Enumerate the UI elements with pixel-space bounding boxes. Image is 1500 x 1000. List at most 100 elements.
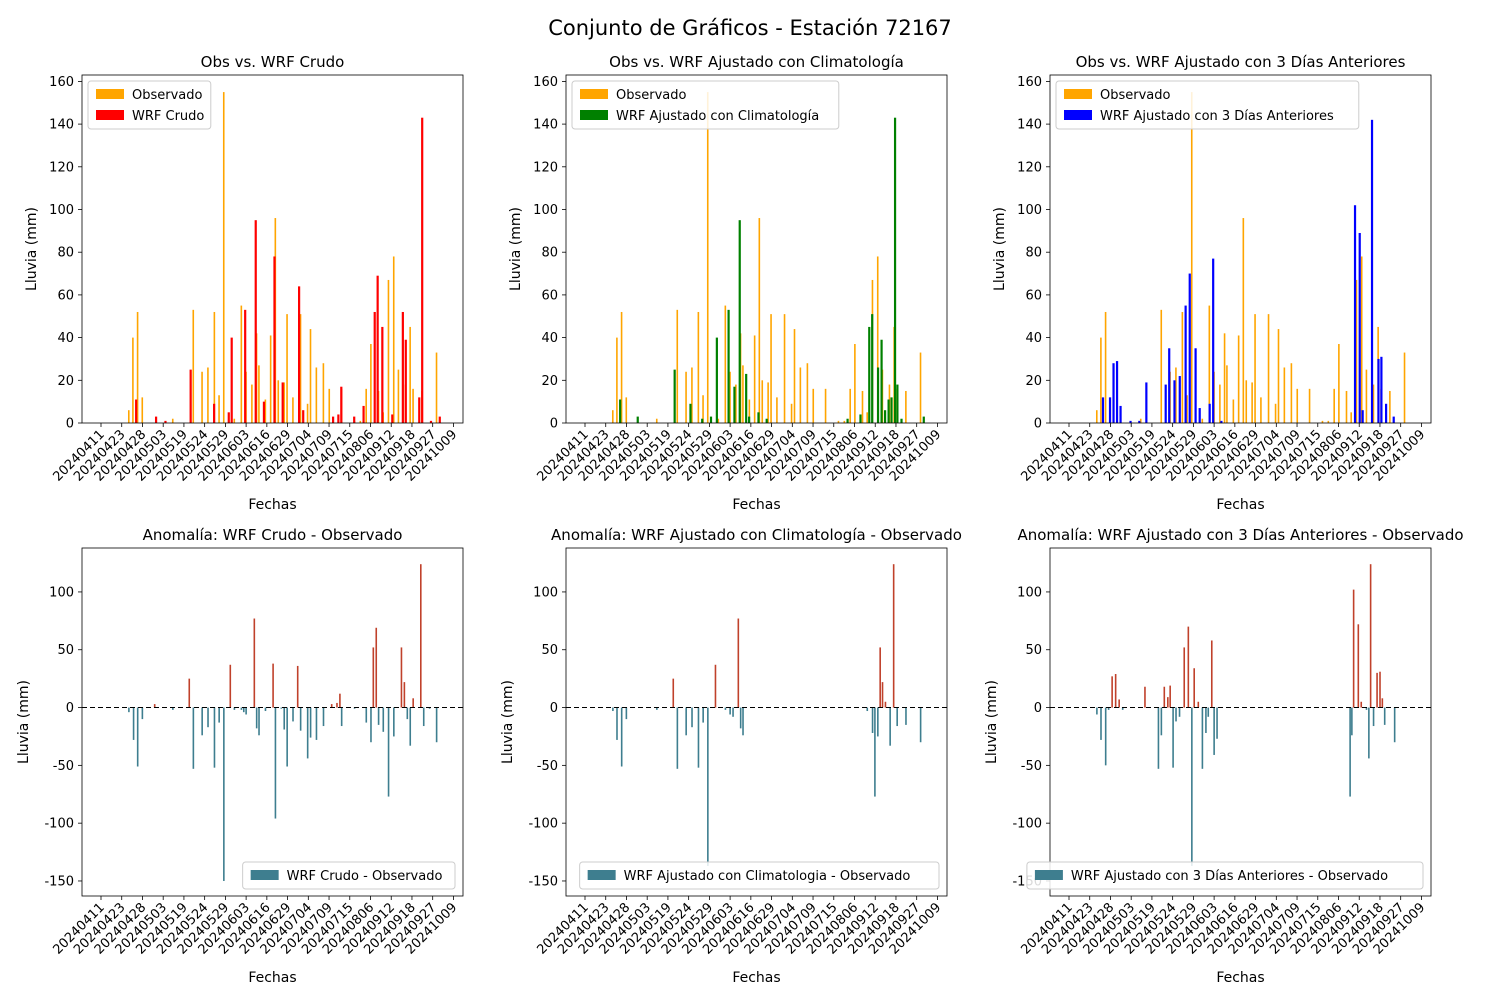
bar-observado: [676, 309, 679, 423]
y-tick-label: 50: [1025, 643, 1042, 658]
y-tick-label: -50: [537, 759, 558, 774]
bar-observado: [1267, 314, 1270, 423]
bar-observado: [685, 371, 687, 423]
bar-observado: [1338, 344, 1340, 423]
bar-anomalia: [274, 707, 277, 819]
bar-anomalia: [866, 707, 869, 712]
bar-observado: [854, 344, 856, 423]
y-tick-label: 100: [533, 585, 558, 600]
bar-anomalia: [874, 707, 876, 797]
bar-anomalia: [128, 707, 130, 713]
legend-entry: Observado: [616, 88, 687, 103]
legend: Observado WRF Ajustado con 3 Días Anterio…: [1055, 80, 1360, 130]
bar-anomalia: [1100, 707, 1102, 740]
bar-anomalia: [242, 707, 245, 713]
bar-wrf: [896, 384, 899, 423]
bar-anomalia: [1121, 707, 1124, 710]
bar-anomalia: [884, 701, 887, 708]
bar-anomalia: [365, 707, 368, 723]
bar-observado: [799, 367, 802, 423]
bar-observado: [837, 420, 840, 423]
bar-anomalia: [1379, 671, 1381, 708]
bar-wrf: [715, 337, 718, 423]
bar-anomalia: [1369, 564, 1372, 708]
bar-observado: [1226, 365, 1228, 423]
bar-anomalia: [612, 707, 614, 712]
bar-anomalia: [1163, 686, 1166, 708]
bar-wrf: [1361, 410, 1364, 423]
bar-anomalia: [1114, 674, 1117, 708]
bar-wrf: [401, 311, 404, 423]
bar-anomalia: [1172, 707, 1174, 768]
bar-anomalia: [672, 678, 675, 708]
legend-entry: WRF Ajustado con Climatología: [616, 109, 819, 124]
legend-entry: WRF Ajustado con 3 Días Anteriores - Obs…: [1071, 869, 1388, 884]
bar-observado: [616, 337, 618, 423]
bar-wrf: [281, 382, 284, 423]
bar-wrf: [1129, 420, 1132, 423]
bar-wrf: [337, 414, 340, 423]
bar-wrf: [438, 416, 441, 423]
chart-panel-1: Obs vs. WRF Crudo02040608010012014016020…: [24, 53, 464, 513]
bar-anomalia: [1167, 697, 1169, 708]
bar-anomalia: [153, 704, 156, 708]
y-tick-label: 140: [533, 118, 558, 133]
bar-observado: [392, 256, 395, 423]
bar-observado: [767, 382, 769, 423]
bar-anomalia: [422, 707, 425, 727]
bar-observado: [735, 384, 737, 423]
bar-anomalia: [255, 707, 258, 729]
bar-anomalia: [435, 707, 438, 743]
bar-wrf: [900, 418, 903, 423]
bar-wrf: [733, 386, 736, 423]
bar-observado: [843, 420, 846, 423]
legend-swatch: [250, 870, 279, 880]
legend-entry: WRF Crudo - Observado: [287, 869, 443, 884]
chart-title: Obs vs. WRF Crudo: [201, 53, 345, 71]
bar-anomalia: [330, 704, 333, 708]
bar-observado: [1181, 311, 1184, 423]
bar-observado: [192, 309, 195, 423]
bar-anomalia: [892, 564, 895, 708]
legend: WRF Ajustado con 3 Días Anteriores - Obs…: [1026, 861, 1424, 890]
y-tick-label: -100: [44, 817, 74, 832]
bar-observado: [1139, 418, 1142, 423]
axes-frame: [1049, 547, 1432, 897]
y-tick-label: -100: [528, 817, 558, 832]
bar-observado: [1333, 388, 1335, 423]
bar-wrf: [1178, 376, 1181, 423]
bar-anomalia: [306, 707, 309, 759]
bar-anomalia: [240, 707, 243, 710]
chart-title: Anomalía: WRF Ajustado con Climatología …: [551, 526, 962, 544]
bar-wrf: [757, 412, 760, 423]
bar-wrf: [727, 309, 730, 423]
bar-observado: [761, 380, 764, 423]
bar-observado: [776, 397, 778, 423]
bar-wrf: [1173, 380, 1176, 423]
legend-box: [571, 80, 840, 130]
bar-observado: [1274, 403, 1277, 423]
bar-wrf: [302, 410, 305, 423]
bar-anomalia: [264, 707, 267, 712]
bar-observado: [1327, 420, 1330, 423]
bar-anomalia: [372, 647, 375, 708]
axes-frame: [565, 74, 948, 424]
bar-observado: [127, 410, 130, 423]
bar-observado: [286, 314, 288, 423]
chart-title: Anomalía: WRF Crudo - Observado: [143, 526, 403, 544]
bar-observado: [387, 279, 390, 423]
bar-wrf: [1208, 403, 1211, 423]
bar-wrf: [154, 416, 158, 423]
bar-observado: [724, 305, 727, 423]
legend-swatch: [1034, 870, 1063, 880]
bar-anomalia: [201, 707, 203, 736]
bar-observado: [1277, 329, 1280, 423]
bar-observado: [706, 92, 709, 423]
y-tick-label: 100: [1017, 203, 1042, 218]
x-axis-label: Fechas: [1216, 970, 1264, 986]
bar-anomalia: [387, 707, 390, 797]
bar-observado: [748, 399, 751, 423]
bar-wrf: [1198, 408, 1201, 423]
bar-observado: [770, 314, 772, 423]
bar-observado: [315, 367, 318, 423]
